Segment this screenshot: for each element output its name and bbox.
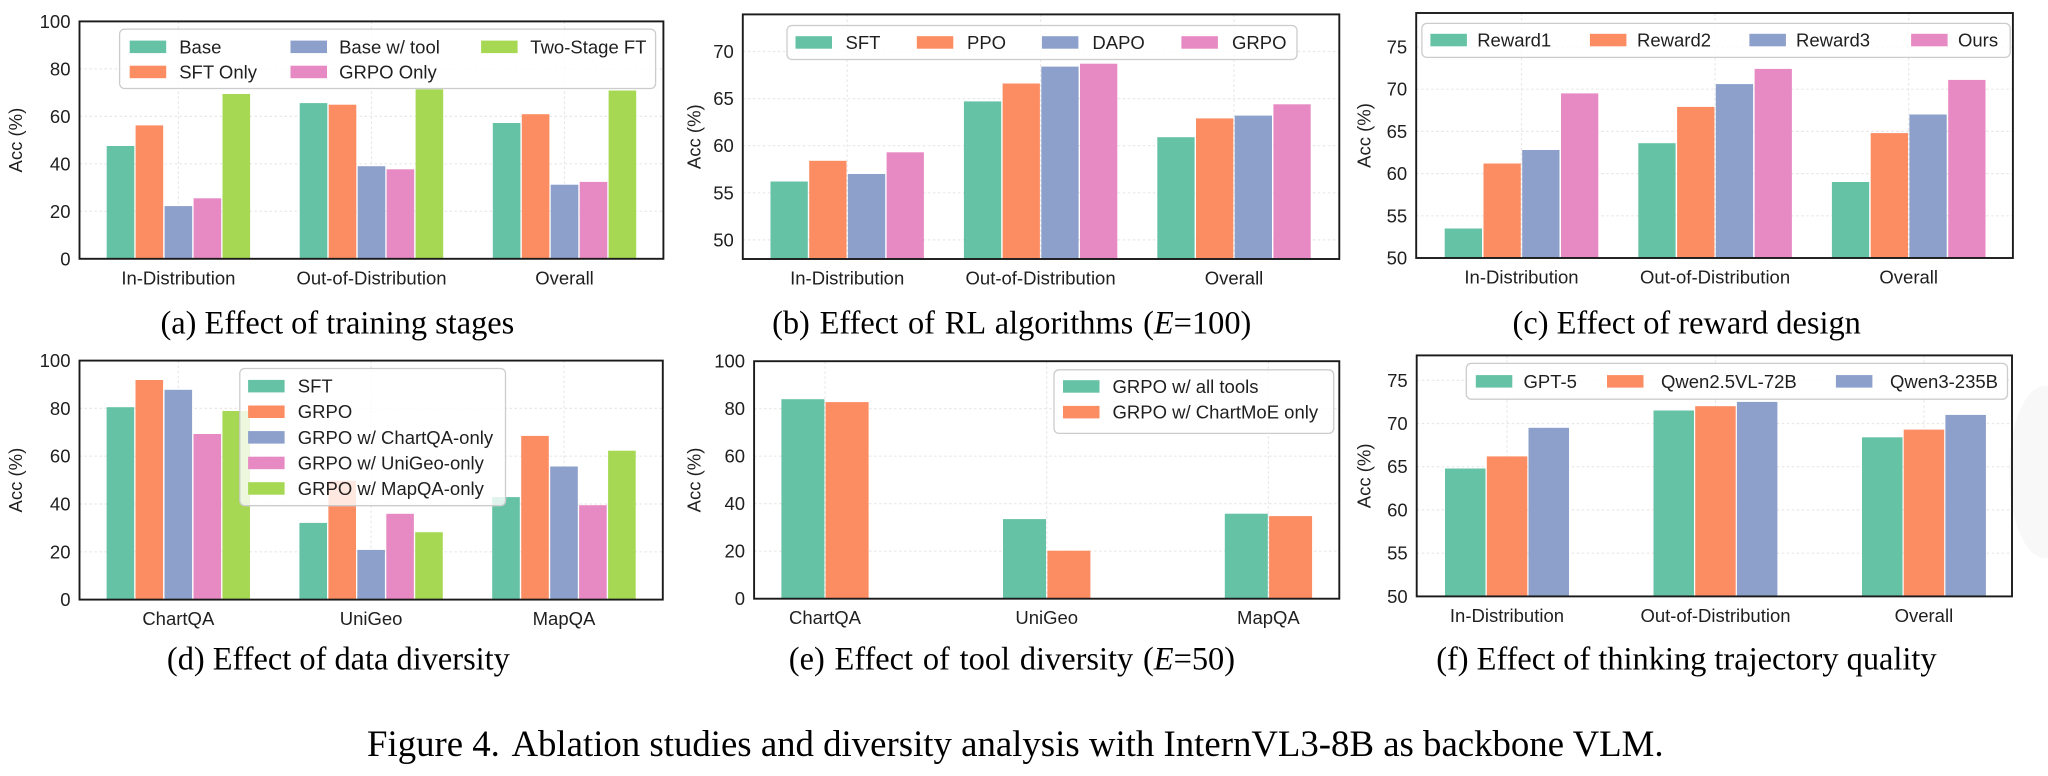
svg-text:Overall: Overall xyxy=(1879,267,1938,288)
svg-text:(f) Effect of thinking traject: (f) Effect of thinking trajectory qualit… xyxy=(1436,642,1937,678)
svg-text:GRPO w/ MapQA-only: GRPO w/ MapQA-only xyxy=(298,478,485,499)
svg-text:GPT-5: GPT-5 xyxy=(1524,371,1577,392)
svg-text:40: 40 xyxy=(725,493,746,514)
svg-text:UniGeo: UniGeo xyxy=(340,608,403,629)
svg-text:GRPO Only: GRPO Only xyxy=(339,61,437,82)
svg-text:Overall: Overall xyxy=(1205,268,1264,289)
svg-text:MapQA: MapQA xyxy=(533,608,596,629)
svg-text:Acc (%): Acc (%) xyxy=(684,104,705,169)
svg-text:Acc (%): Acc (%) xyxy=(1354,444,1375,509)
svg-text:0: 0 xyxy=(735,588,745,609)
svg-text:55: 55 xyxy=(1387,543,1408,564)
svg-text:DAPO: DAPO xyxy=(1092,32,1144,53)
svg-text:(c) Effect of reward design: (c) Effect of reward design xyxy=(1513,306,1861,342)
svg-text:GRPO w/ ChartQA-only: GRPO w/ ChartQA-only xyxy=(298,427,494,448)
svg-text:65: 65 xyxy=(713,88,734,109)
svg-text:80: 80 xyxy=(50,58,71,79)
svg-text:20: 20 xyxy=(50,201,71,222)
svg-text:PPO: PPO xyxy=(967,32,1006,53)
svg-text:GRPO: GRPO xyxy=(298,401,352,422)
svg-text:GRPO w/ all tools: GRPO w/ all tools xyxy=(1113,376,1259,397)
svg-text:Reward1: Reward1 xyxy=(1477,30,1551,51)
svg-text:80: 80 xyxy=(50,398,71,419)
svg-text:20: 20 xyxy=(725,541,746,562)
svg-text:Acc (%): Acc (%) xyxy=(5,108,26,173)
svg-text:In-Distribution: In-Distribution xyxy=(790,268,904,289)
svg-text:40: 40 xyxy=(50,153,71,174)
svg-text:60: 60 xyxy=(713,135,734,156)
svg-text:70: 70 xyxy=(1387,79,1408,100)
svg-text:65: 65 xyxy=(1387,121,1408,142)
svg-text:0: 0 xyxy=(60,589,70,610)
svg-text:Overall: Overall xyxy=(535,267,594,288)
svg-text:Two-Stage FT: Two-Stage FT xyxy=(530,36,646,57)
svg-text:ChartQA: ChartQA xyxy=(142,608,215,629)
svg-text:Overall: Overall xyxy=(1895,605,1954,626)
svg-text:GRPO: GRPO xyxy=(1232,32,1286,53)
svg-text:ChartQA: ChartQA xyxy=(789,607,862,628)
svg-text:SFT: SFT xyxy=(846,32,881,53)
svg-text:(a) Effect of training stages: (a) Effect of training stages xyxy=(161,306,515,342)
svg-text:Acc (%): Acc (%) xyxy=(1354,103,1375,168)
svg-text:GRPO w/ ChartMoE only: GRPO w/ ChartMoE only xyxy=(1113,402,1319,423)
svg-text:50: 50 xyxy=(713,229,734,250)
svg-text:60: 60 xyxy=(1387,163,1408,184)
svg-text:Out-of-Distribution: Out-of-Distribution xyxy=(1640,605,1790,626)
svg-text:(e) Effect of tool diversity (: (e) Effect of tool diversity (E=50) xyxy=(789,642,1235,678)
svg-text:100: 100 xyxy=(714,351,745,372)
svg-text:20: 20 xyxy=(50,541,71,562)
svg-text:55: 55 xyxy=(1387,205,1408,226)
svg-text:100: 100 xyxy=(40,350,71,371)
svg-text:40: 40 xyxy=(50,494,71,515)
svg-text:60: 60 xyxy=(50,446,71,467)
svg-text:50: 50 xyxy=(1387,248,1408,269)
svg-text:80: 80 xyxy=(725,398,746,419)
svg-text:60: 60 xyxy=(50,106,71,127)
svg-text:100: 100 xyxy=(40,11,71,32)
svg-text:Reward2: Reward2 xyxy=(1637,30,1711,51)
svg-text:GRPO w/ UniGeo-only: GRPO w/ UniGeo-only xyxy=(298,452,485,473)
svg-text:SFT: SFT xyxy=(298,376,333,397)
svg-text:Ours: Ours xyxy=(1958,30,1998,51)
svg-text:70: 70 xyxy=(713,41,734,62)
svg-text:60: 60 xyxy=(725,446,746,467)
svg-text:70: 70 xyxy=(1387,413,1408,434)
svg-text:In-Distribution: In-Distribution xyxy=(121,267,235,288)
svg-text:55: 55 xyxy=(713,182,734,203)
svg-text:(b) Effect of RL algorithms (E: (b) Effect of RL algorithms (E=100) xyxy=(772,306,1251,342)
svg-text:Base w/ tool: Base w/ tool xyxy=(339,36,440,57)
svg-text:75: 75 xyxy=(1387,37,1408,58)
svg-text:(d) Effect of data diversity: (d) Effect of data diversity xyxy=(167,642,511,678)
svg-text:MapQA: MapQA xyxy=(1237,607,1300,628)
svg-text:Out-of-Distribution: Out-of-Distribution xyxy=(296,267,446,288)
svg-text:Base: Base xyxy=(179,36,221,57)
svg-text:Acc (%): Acc (%) xyxy=(684,448,705,513)
svg-text:0: 0 xyxy=(60,248,70,269)
svg-text:Out-of-Distribution: Out-of-Distribution xyxy=(966,268,1116,289)
svg-text:UniGeo: UniGeo xyxy=(1015,607,1078,628)
svg-text:Acc (%): Acc (%) xyxy=(5,448,26,513)
svg-text:60: 60 xyxy=(1387,499,1408,520)
svg-text:In-Distribution: In-Distribution xyxy=(1464,267,1578,288)
svg-text:Qwen3-235B: Qwen3-235B xyxy=(1890,371,1998,392)
svg-text:75: 75 xyxy=(1387,370,1408,391)
svg-text:SFT Only: SFT Only xyxy=(179,61,258,82)
svg-text:50: 50 xyxy=(1387,586,1408,607)
svg-text:Figure 4. Ablation studies and: Figure 4. Ablation studies and diversity… xyxy=(367,723,1664,764)
svg-text:In-Distribution: In-Distribution xyxy=(1450,605,1564,626)
svg-text:65: 65 xyxy=(1387,456,1408,477)
svg-text:Out-of-Distribution: Out-of-Distribution xyxy=(1640,267,1790,288)
svg-text:Qwen2.5VL-72B: Qwen2.5VL-72B xyxy=(1661,371,1797,392)
svg-text:Reward3: Reward3 xyxy=(1796,30,1870,51)
